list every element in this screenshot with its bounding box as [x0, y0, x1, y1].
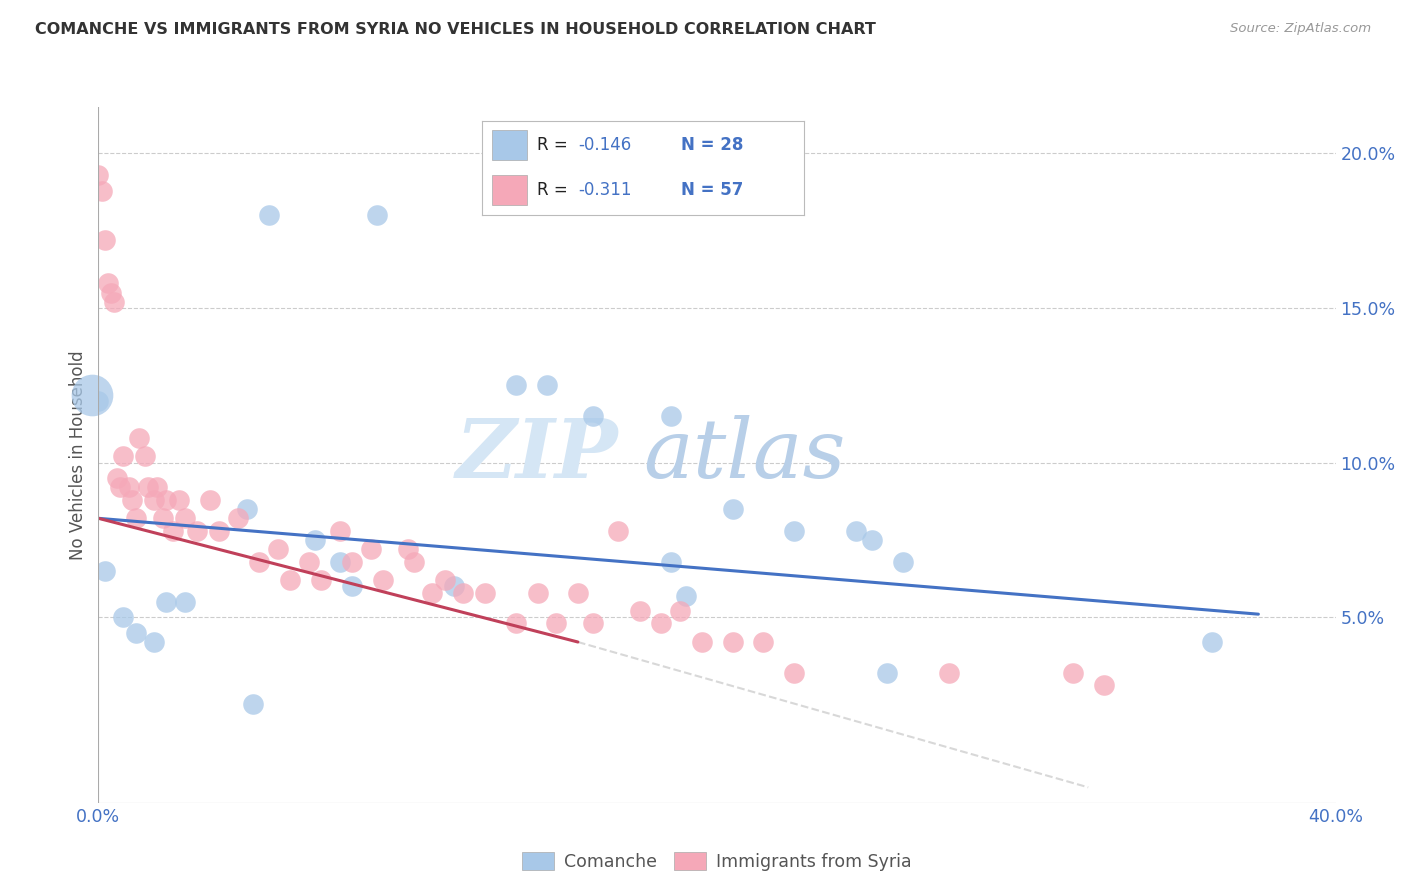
Point [186, 524, 208, 538]
Point [607, 524, 630, 538]
Point [505, 616, 527, 631]
Point [329, 524, 352, 538]
Point [152, 511, 174, 525]
Point [360, 542, 382, 557]
Point [103, 294, 125, 309]
Point [938, 665, 960, 680]
Point [567, 585, 589, 599]
Point [124, 511, 146, 525]
Point [124, 625, 146, 640]
Point [93, 564, 115, 578]
Point [669, 604, 692, 618]
Point [721, 502, 744, 516]
Text: Source: ZipAtlas.com: Source: ZipAtlas.com [1230, 22, 1371, 36]
Point [1092, 678, 1115, 692]
Y-axis label: No Vehicles in Household: No Vehicles in Household [69, 350, 87, 560]
Point [298, 555, 321, 569]
Point [659, 409, 682, 424]
Point [143, 635, 166, 649]
Point [247, 555, 270, 569]
Point [136, 480, 159, 494]
Point [87, 393, 110, 408]
Text: COMANCHE VS IMMIGRANTS FROM SYRIA NO VEHICLES IN HOUSEHOLD CORRELATION CHART: COMANCHE VS IMMIGRANTS FROM SYRIA NO VEH… [35, 22, 876, 37]
Point [340, 555, 363, 569]
Point [198, 492, 221, 507]
Point [155, 492, 177, 507]
Point [474, 585, 496, 599]
Point [167, 492, 190, 507]
Point [690, 635, 713, 649]
Point [105, 471, 128, 485]
Legend: Comanche, Immigrants from Syria: Comanche, Immigrants from Syria [516, 845, 918, 878]
Point [236, 502, 259, 516]
Point [1201, 635, 1223, 649]
Point [443, 579, 465, 593]
Point [112, 610, 135, 624]
Point [396, 542, 419, 557]
Point [340, 579, 363, 593]
Point [128, 431, 150, 445]
Point [118, 480, 141, 494]
Point [121, 492, 143, 507]
Point [891, 555, 914, 569]
Point [876, 665, 898, 680]
Point [208, 524, 231, 538]
Point [162, 524, 184, 538]
Point [721, 635, 744, 649]
Point [1062, 665, 1084, 680]
Point [505, 378, 527, 392]
Text: ZIP: ZIP [456, 415, 619, 495]
Point [304, 533, 326, 547]
Point [659, 555, 682, 569]
Point [97, 277, 120, 291]
Point [146, 480, 169, 494]
Point [90, 184, 112, 198]
Point [650, 616, 672, 631]
Point [267, 542, 290, 557]
Point [329, 555, 352, 569]
Point [143, 492, 166, 507]
Point [174, 511, 197, 525]
Point [536, 378, 558, 392]
Point [93, 233, 115, 247]
Point [226, 511, 249, 525]
Point [309, 573, 332, 587]
Point [433, 573, 456, 587]
Point [155, 595, 177, 609]
Point [546, 616, 568, 631]
Point [783, 524, 806, 538]
Point [582, 409, 605, 424]
Point [134, 450, 156, 464]
Point [82, 387, 104, 401]
Point [87, 168, 110, 182]
Point [402, 555, 425, 569]
Point [108, 480, 131, 494]
Point [526, 585, 548, 599]
Point [783, 665, 806, 680]
Text: atlas: atlas [643, 415, 845, 495]
Point [278, 573, 301, 587]
Point [453, 585, 475, 599]
Point [366, 208, 388, 222]
Point [100, 285, 122, 300]
Point [582, 616, 605, 631]
Point [845, 524, 868, 538]
Point [242, 697, 264, 711]
Point [628, 604, 651, 618]
Point [174, 595, 197, 609]
Point [371, 573, 394, 587]
Point [860, 533, 883, 547]
Point [752, 635, 775, 649]
Point [112, 450, 135, 464]
Point [675, 589, 697, 603]
Point [257, 208, 280, 222]
Point [422, 585, 444, 599]
